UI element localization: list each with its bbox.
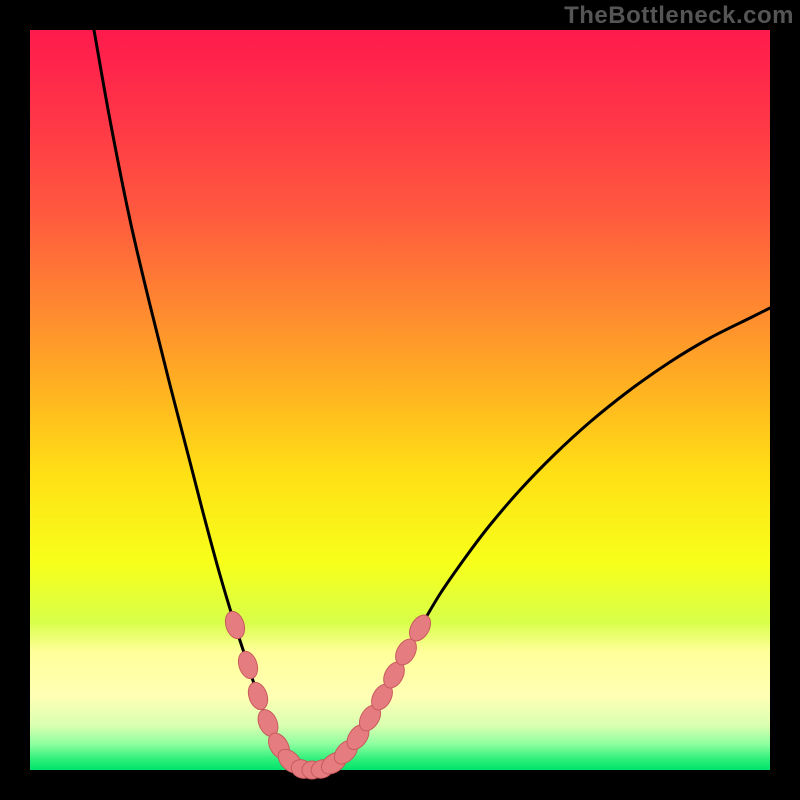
chart-stage: TheBottleneck.com <box>0 0 800 800</box>
watermark-text: TheBottleneck.com <box>564 2 794 30</box>
bottleneck-curve-chart <box>0 0 800 800</box>
